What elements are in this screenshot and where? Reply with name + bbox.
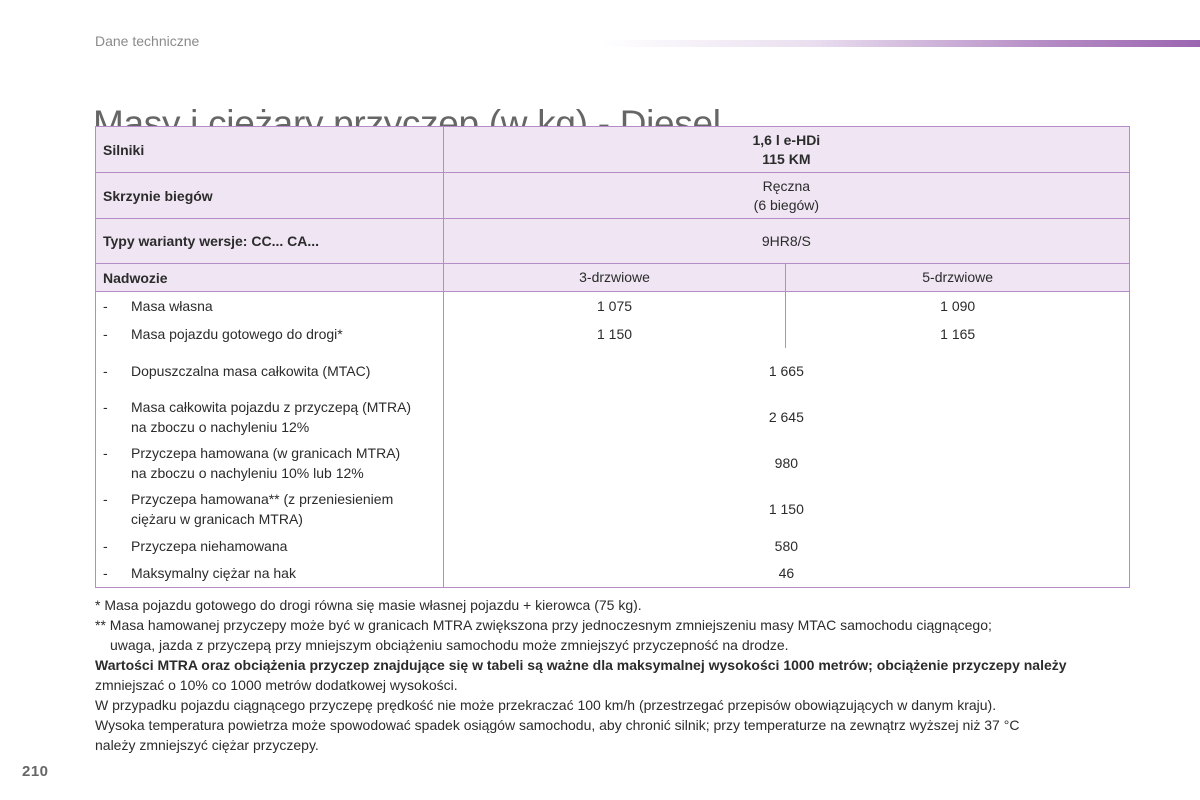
type-row: Typy warianty wersje: CC... CA... 9HR8/S	[95, 218, 1130, 264]
row-dash: -	[103, 297, 108, 314]
table-row: - Maksymalny ciężar na hak 46	[95, 559, 1130, 588]
spec-table: Silniki 1,6 l e-HDi 115 KM Skrzynie bieg…	[95, 126, 1130, 588]
body-col-3door: 3-drzwiowe	[443, 263, 787, 292]
row-value: 1 150	[443, 485, 1130, 532]
gearbox-row: Skrzynie biegów Ręczna (6 biegów)	[95, 172, 1130, 219]
engine-row: Silniki 1,6 l e-HDi 115 KM	[95, 126, 1130, 173]
footnote-2-line1: ** Masa hamowanej przyczepy może być w g…	[95, 617, 992, 633]
engine-value-line2: 115 KM	[762, 150, 811, 167]
row-label-line1: Masa całkowita pojazdu z przyczepą (MTRA…	[131, 398, 412, 415]
table-row: - Masa własna 1 075 1 090	[95, 291, 1130, 320]
type-label: Typy warianty wersje: CC... CA...	[95, 218, 444, 264]
gearbox-label: Skrzynie biegów	[95, 172, 444, 219]
row-label: Masa własna	[131, 297, 213, 314]
engine-value: 1,6 l e-HDi 115 KM	[443, 126, 1130, 173]
engine-label: Silniki	[95, 126, 444, 173]
value-5door: 1 165	[785, 319, 1130, 348]
gearbox-value-line2: (6 biegów)	[753, 196, 820, 213]
gearbox-value-line1: Ręczna	[762, 177, 811, 194]
row-dash: -	[103, 565, 108, 582]
table-row: - Masa całkowita pojazdu z przyczepą (MTR…	[95, 393, 1130, 440]
table-row: - Przyczepa niehamowana 580	[95, 531, 1130, 560]
value-5door: 1 090	[785, 291, 1130, 320]
row-label-line2: na zboczu o nachyleniu 12%	[131, 418, 310, 435]
row-value: 46	[443, 559, 1130, 588]
row-label: Masa pojazdu gotowego do drogi*	[131, 325, 343, 342]
row-dash: -	[103, 362, 108, 379]
body-label: Nadwozie	[95, 263, 444, 292]
table-row: - Dopuszczalna masa całkowita (MTAC) 1 66…	[95, 347, 1130, 394]
footnotes: * Masa pojazdu gotowego do drogi równa s…	[95, 595, 1135, 755]
table-row: - Przyczepa hamowana (w granicach MTRA) na…	[95, 439, 1130, 486]
footnote-4: W przypadku pojazdu ciągnącego przyczepę…	[95, 697, 997, 713]
row-value: 1 665	[443, 347, 1130, 394]
row-label-line2: ciężaru w granicach MTRA)	[131, 510, 303, 527]
row-label-line1: Przyczepa hamowana (w granicach MTRA)	[131, 444, 401, 461]
row-label-line2: na zboczu o nachyleniu 10% lub 12%	[131, 464, 364, 481]
body-col-5door: 5-drzwiowe	[785, 263, 1130, 292]
row-value: 580	[443, 531, 1130, 560]
row-value: 2 645	[443, 393, 1130, 440]
row-value: 980	[443, 439, 1130, 486]
footnote-3-rest: zmniejszać o 10% co 1000 metrów dodatkow…	[95, 677, 458, 693]
footnote-5-line1: Wysoka temperatura powietrza może spowod…	[95, 717, 1020, 733]
footnote-5-line2: należy zmniejszyć ciężar przyczepy.	[95, 737, 319, 753]
row-label: Maksymalny ciężar na hak	[131, 565, 296, 582]
section-label: Dane techniczne	[95, 33, 200, 49]
row-label-line1: Przyczepa hamowana** (z przeniesieniem	[131, 490, 394, 507]
engine-value-line1: 1,6 l e-HDi	[752, 131, 821, 148]
footnote-1: * Masa pojazdu gotowego do drogi równa s…	[95, 597, 642, 613]
value-3door: 1 150	[443, 319, 787, 348]
row-dash: -	[103, 398, 108, 415]
footnote-2-line2: uwaga, jazda z przyczepą przy mniejszym …	[110, 637, 789, 653]
row-label: Dopuszczalna masa całkowita (MTAC)	[131, 362, 371, 379]
row-dash: -	[103, 444, 108, 461]
gearbox-value: Ręczna (6 biegów)	[443, 172, 1130, 219]
footnote-3-bold: Wartości MTRA oraz obciążenia przyczep z…	[95, 657, 1067, 673]
page-number: 210	[22, 763, 49, 780]
header-gradient-bar	[600, 40, 1200, 47]
table-row: - Masa pojazdu gotowego do drogi* 1 150 1…	[95, 319, 1130, 348]
body-row: Nadwozie 3-drzwiowe 5-drzwiowe	[95, 263, 1130, 292]
type-value: 9HR8/S	[443, 218, 1130, 264]
row-label: Przyczepa niehamowana	[131, 537, 288, 554]
row-dash: -	[103, 537, 108, 554]
table-row: - Przyczepa hamowana** (z przeniesieniem c…	[95, 485, 1130, 532]
row-dash: -	[103, 325, 108, 342]
value-3door: 1 075	[443, 291, 787, 320]
row-dash: -	[103, 490, 108, 507]
